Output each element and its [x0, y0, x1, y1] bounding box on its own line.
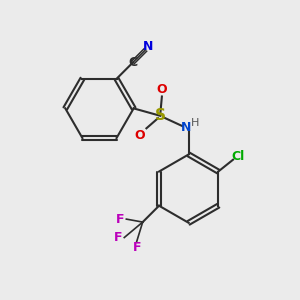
Text: N: N — [181, 121, 191, 134]
Text: S: S — [155, 108, 166, 123]
Text: Cl: Cl — [231, 150, 244, 163]
Text: F: F — [133, 241, 141, 254]
Text: N: N — [143, 40, 154, 53]
Text: C: C — [128, 56, 137, 69]
Text: H: H — [190, 118, 199, 128]
Text: F: F — [114, 231, 123, 244]
Text: O: O — [157, 82, 167, 96]
Text: F: F — [116, 213, 124, 226]
Text: O: O — [134, 129, 145, 142]
